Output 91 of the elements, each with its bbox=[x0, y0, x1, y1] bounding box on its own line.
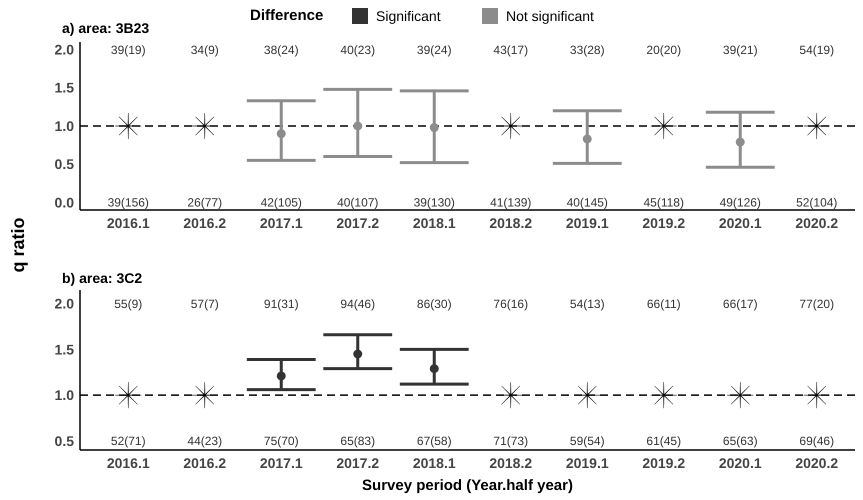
y-tick-label: 1.5 bbox=[54, 341, 74, 358]
legend-label: Not significant bbox=[506, 8, 594, 24]
x-tick-label: 2020.1 bbox=[718, 455, 762, 471]
point bbox=[650, 382, 677, 408]
x-tick-label: 2020.1 bbox=[718, 215, 762, 231]
x-tick-label: 2018.2 bbox=[489, 455, 532, 471]
annotation: 91(31) bbox=[264, 296, 299, 311]
legend-label: Significant bbox=[376, 8, 441, 24]
y-tick-label: 0.0 bbox=[54, 194, 74, 210]
annotation: 57(7) bbox=[190, 296, 219, 311]
y-tick-label: 2.0 bbox=[54, 42, 74, 58]
chart-title: a) area: 3B23 bbox=[62, 20, 150, 36]
y-tick-label: 1.5 bbox=[54, 80, 74, 96]
annotation: 39(19) bbox=[110, 42, 146, 57]
point bbox=[804, 112, 830, 140]
annotation: 65(83) bbox=[340, 434, 376, 448]
annotation: 67(58) bbox=[416, 434, 452, 448]
annotation: 75(70) bbox=[264, 434, 299, 448]
x-tick-label: 2019.1 bbox=[566, 215, 609, 231]
annotation: 26(77) bbox=[187, 196, 222, 210]
point bbox=[430, 123, 439, 132]
x-tick-label: 2016.1 bbox=[106, 215, 150, 231]
x-tick-label: 2020.2 bbox=[795, 455, 838, 471]
x-tick-label: 2017.2 bbox=[336, 215, 380, 231]
x-tick-label: 2018.1 bbox=[412, 215, 456, 231]
annotation: 34(9) bbox=[190, 42, 219, 57]
annotation: 52(71) bbox=[110, 434, 146, 448]
y-axis-title: q ratio bbox=[8, 217, 28, 273]
legend-title: Difference bbox=[250, 7, 324, 24]
annotation: 76(16) bbox=[493, 296, 528, 311]
annotation: 65(63) bbox=[722, 434, 758, 448]
point bbox=[276, 371, 286, 380]
y-tick-label: 2.0 bbox=[54, 296, 74, 312]
annotation: 49(126) bbox=[720, 196, 761, 210]
annotation: 59(54) bbox=[570, 434, 605, 448]
annotation: 86(30) bbox=[416, 296, 452, 311]
y-tick-label: 0.5 bbox=[54, 156, 74, 172]
x-axis-title: Survey period (Year.half year) bbox=[362, 477, 573, 494]
annotation: 94(46) bbox=[340, 296, 376, 311]
annotation: 33(28) bbox=[570, 42, 605, 57]
y-tick-label: 1.0 bbox=[54, 387, 74, 404]
y-tick-label: 0.5 bbox=[54, 432, 74, 449]
annotation: 40(145) bbox=[566, 196, 608, 210]
x-tick-label: 2019.2 bbox=[642, 215, 686, 231]
point bbox=[115, 382, 142, 408]
annotation: 71(73) bbox=[493, 434, 528, 448]
annotation: 43(17) bbox=[493, 42, 528, 57]
x-tick-label: 2016.2 bbox=[183, 455, 226, 471]
annotation: 44(23) bbox=[187, 434, 222, 448]
annotation: 40(107) bbox=[337, 196, 378, 210]
x-tick-label: 2017.2 bbox=[336, 455, 380, 471]
annotation: 55(9) bbox=[114, 296, 142, 311]
annotation: 52(104) bbox=[796, 196, 838, 210]
x-tick-label: 2017.1 bbox=[260, 215, 303, 231]
point bbox=[804, 382, 830, 408]
annotation: 54(13) bbox=[570, 296, 605, 311]
annotation: 45(118) bbox=[644, 196, 684, 210]
x-tick-label: 2016.2 bbox=[183, 215, 226, 231]
point bbox=[736, 138, 745, 147]
annotation: 77(20) bbox=[799, 296, 834, 311]
point bbox=[727, 382, 754, 408]
annotation: 39(156) bbox=[108, 196, 149, 210]
point bbox=[650, 112, 677, 140]
annotation: 38(24) bbox=[264, 42, 299, 57]
point bbox=[276, 129, 286, 138]
x-tick-label: 2016.1 bbox=[106, 455, 150, 471]
x-tick-label: 2019.2 bbox=[642, 455, 686, 471]
x-tick-label: 2019.1 bbox=[566, 455, 609, 471]
chart-title: b) area: 3C2 bbox=[62, 270, 142, 286]
annotation: 40(23) bbox=[340, 42, 376, 57]
x-tick-label: 2018.2 bbox=[489, 215, 532, 231]
point bbox=[115, 112, 142, 140]
annotation: 39(24) bbox=[416, 42, 452, 57]
y-tick-label: 1.0 bbox=[54, 118, 74, 134]
annotation: 42(105) bbox=[260, 196, 302, 210]
annotation: 66(17) bbox=[722, 296, 758, 311]
point bbox=[353, 122, 362, 130]
annotation: 69(46) bbox=[799, 434, 834, 448]
x-tick-label: 2020.2 bbox=[795, 215, 838, 231]
annotation: 41(139) bbox=[490, 196, 532, 210]
annotation: 20(20) bbox=[646, 42, 682, 57]
x-tick-label: 2017.1 bbox=[260, 455, 303, 471]
point bbox=[430, 364, 439, 374]
annotation: 54(19) bbox=[799, 42, 834, 57]
annotation: 61(45) bbox=[646, 434, 682, 448]
annotation: 66(11) bbox=[646, 296, 681, 311]
point bbox=[353, 350, 362, 358]
annotation: 39(21) bbox=[722, 42, 758, 57]
x-tick-label: 2018.1 bbox=[412, 455, 456, 471]
point bbox=[582, 134, 592, 144]
annotation: 39(130) bbox=[414, 196, 455, 210]
